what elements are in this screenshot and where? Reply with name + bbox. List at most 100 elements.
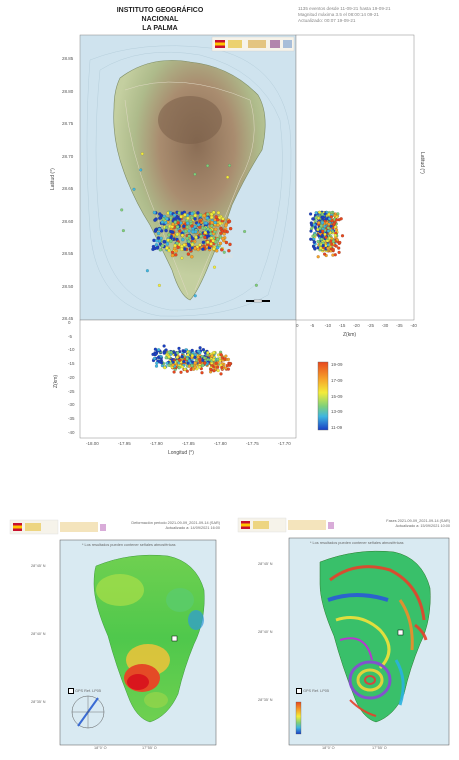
epicenter-dot (140, 152, 144, 156)
deformation-right-lon-1: 18°0' O (322, 746, 335, 750)
epicenter-dot (169, 239, 173, 243)
tick-label: -20 (68, 374, 75, 380)
epicenter-dot (187, 239, 191, 244)
latitude-axis-label: Latitud (°) (50, 168, 56, 190)
epicenter-dot (210, 224, 214, 228)
epicenter-dot (206, 351, 210, 355)
tick-label: -40 (410, 323, 417, 328)
epicenter-dot (120, 208, 124, 212)
epicenter-dot (309, 229, 313, 233)
epicenter-dot (185, 225, 190, 229)
epicenter-dot (201, 348, 205, 352)
epicenter-dot (178, 229, 182, 233)
epicenter-dot (226, 175, 230, 179)
epicenter-dot (196, 247, 200, 252)
epicenter-dot (216, 357, 220, 361)
epicenter-dot (191, 237, 195, 241)
epicenter-dot (152, 356, 157, 361)
epicenter-dot (187, 243, 191, 248)
lat-depth-panel (295, 34, 415, 321)
epicenter-dot (316, 246, 320, 250)
epicenter-dot (202, 226, 207, 231)
epicenter-dot (176, 351, 180, 355)
epicenter-dot (154, 352, 158, 356)
epicenter-dot (200, 371, 204, 375)
lon-depth-panel (79, 319, 297, 439)
tick-label: 28.50 (62, 283, 74, 289)
tick-label: -35 (396, 323, 403, 328)
epicenter-dot (186, 353, 190, 357)
epicenter-dot (319, 246, 323, 250)
tick-label: -17.95 (118, 441, 131, 446)
epicenter-dot (153, 229, 158, 233)
epicenter-dot (193, 172, 197, 176)
tick-label: 15-09 (331, 393, 343, 399)
depth-axis-label: Z(km) (53, 374, 59, 388)
epicenter-dot (153, 218, 157, 222)
epicenter-dot (154, 243, 159, 247)
epicenter-dot (320, 221, 325, 225)
epicenter-dot (317, 210, 322, 214)
epicenter-dot (193, 224, 197, 229)
epicenter-dot (321, 215, 325, 219)
right-latitude-axis-label: Latitud (°) (419, 152, 425, 174)
epicenter-dot (323, 212, 327, 216)
epicenter-points (120, 152, 258, 298)
map-title: INSTITUTO GEOGRÁFICO NACIONAL LA PALMA (105, 6, 215, 33)
epicenter-dot (173, 243, 177, 248)
deformation-right-lat-1: 28°45' N (258, 562, 273, 566)
epicenter-dot (216, 218, 220, 222)
epicenter-dot (329, 224, 333, 228)
epicenter-dot (167, 233, 171, 237)
epicenter-dot (228, 226, 233, 231)
epicenter-dot (169, 216, 173, 220)
epicenter-dot (190, 215, 194, 220)
epicenter-dot (186, 216, 190, 220)
epicenter-dot (312, 223, 316, 227)
epicenter-dot (332, 222, 336, 226)
tick-label: 28.60 (62, 218, 74, 224)
epicenter-dot (158, 212, 162, 216)
epicenter-dot (333, 233, 337, 237)
epicenter-dot (155, 361, 159, 365)
epicenter-dot (210, 215, 214, 219)
epicenter-dot (165, 361, 169, 365)
tick-label: 28.70 (62, 153, 74, 159)
epicenter-dot (182, 243, 186, 247)
epicenter-dot (169, 361, 173, 365)
epicenter-dot (335, 218, 339, 222)
epicenter-dot (227, 249, 231, 253)
epicenter-dot (221, 217, 225, 221)
epicenter-dot (155, 239, 159, 243)
tick-label: -17.90 (150, 441, 163, 446)
epicenter-dot (185, 236, 189, 241)
epicenter-dot (170, 250, 175, 255)
epicenter-dot (243, 230, 247, 233)
svg-text:IGN: IGN (222, 254, 233, 260)
epicenter-dot (337, 250, 341, 254)
tick-label: -15 (338, 323, 346, 328)
epicenter-dot (164, 356, 168, 360)
epicenter-dot (193, 213, 197, 218)
epicenter-dot (220, 248, 224, 252)
epicenter-dot (210, 212, 214, 217)
deformation-left-lat-2: 28°40' N (31, 632, 46, 636)
epicenter-dot (204, 221, 208, 225)
epicenter-dot (196, 349, 201, 353)
deformation-left-lat-1: 28°45' N (31, 564, 46, 568)
epicenter-dot (198, 213, 203, 217)
epicenter-dot (215, 245, 220, 250)
tick-label: 28.80 (62, 88, 74, 94)
epicenter-dot (187, 234, 191, 238)
tick-label: 28.85 (62, 56, 74, 61)
epicenter-dot (178, 358, 182, 362)
epicenter-dot (219, 231, 223, 235)
epicenter-dot (331, 239, 336, 243)
epicenter-dot (164, 220, 168, 225)
epicenter-dot (203, 235, 207, 240)
epicenter-dot (211, 239, 215, 243)
tick-label: 0 (296, 323, 299, 328)
tick-label: -17.80 (214, 441, 227, 446)
tick-label: -17.85 (182, 441, 195, 446)
epicenter-dot (132, 187, 136, 191)
